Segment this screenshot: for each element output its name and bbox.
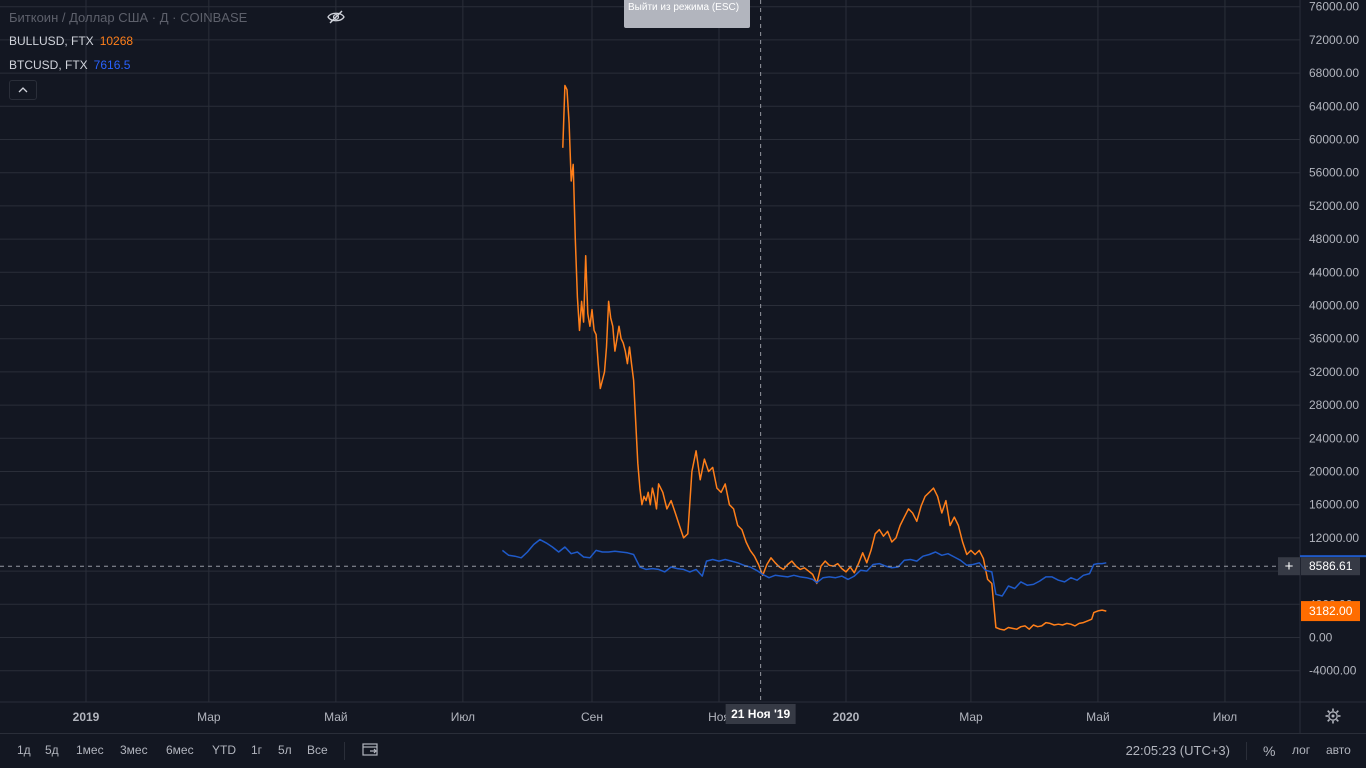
goto-date-icon[interactable] [362, 742, 380, 758]
x-tick-label: Июл [451, 710, 475, 724]
chevron-up-icon [18, 87, 28, 93]
bottom-toolbar: 1д 5д 1мес 3мес 6мес YTD 1г 5л Все 22:05… [0, 733, 1366, 768]
y-tick-label: 60000.00 [1309, 133, 1359, 147]
x-tick-label: Июл [1213, 710, 1237, 724]
x-tick-label: Сен [581, 710, 603, 724]
x-tick-label: Май [324, 710, 348, 724]
x-tick-label: Май [1086, 710, 1110, 724]
y-tick-label: 0.00 [1309, 631, 1333, 645]
crosshair [0, 0, 1300, 702]
y-tick-label: 76000.00 [1309, 0, 1359, 14]
y-tick-label: 44000.00 [1309, 265, 1359, 279]
price-chart[interactable]: 76000.00 72000.00 68000.00 64000.00 60000.00… [0, 0, 1366, 733]
clock-timezone[interactable]: 22:05:23 (UTC+3) [1125, 743, 1230, 758]
chart-title: Биткоин / Доллар США · Д · COINBASE [9, 10, 248, 25]
legend-collapse-button[interactable] [9, 80, 37, 100]
y-tick-label: 40000.00 [1309, 299, 1359, 313]
y-tick-label: 64000.00 [1309, 99, 1359, 113]
toolbar-separator [344, 742, 345, 760]
legend-btcusd-value: 7616.5 [93, 58, 131, 72]
y-tick-label: 16000.00 [1309, 498, 1359, 512]
x-tick-label: 2020 [833, 710, 860, 724]
time-axis: 2019 Мар Май Июл Сен Ноя 2020 Мар Май Июл 21 Ноя '… [73, 704, 1237, 724]
range-5y-button[interactable]: 5л [278, 743, 292, 757]
bullusd-last-price-label: 3182.00 [1309, 604, 1353, 618]
range-3m-button[interactable]: 3мес [120, 743, 148, 757]
y-tick-label: 32000.00 [1309, 365, 1359, 379]
range-1d-button[interactable]: 1д [17, 743, 31, 757]
toolbar-separator [1246, 742, 1247, 760]
crosshair-price-box [1301, 557, 1360, 576]
crosshair-plus-box [1278, 557, 1300, 576]
y-tick-label: 12000.00 [1309, 531, 1359, 545]
percent-scale-button[interactable]: % [1263, 743, 1276, 759]
y-tick-label: 20000.00 [1309, 465, 1359, 479]
range-5d-button[interactable]: 5д [45, 743, 59, 757]
price-axis: 76000.00 72000.00 68000.00 64000.00 60000.00… [1309, 0, 1359, 678]
range-1m-button[interactable]: 1мес [76, 743, 104, 757]
range-ytd-button[interactable]: YTD [212, 743, 236, 757]
y-tick-label: 48000.00 [1309, 232, 1359, 246]
bullusd-last-price-box [1301, 601, 1360, 622]
settings-gear-icon[interactable] [1325, 708, 1341, 724]
legend-bullusd-symbol: BULLUSD, FTX [9, 34, 94, 48]
legend-bullusd-value: 10268 [99, 34, 134, 48]
y-tick-label: 24000.00 [1309, 431, 1359, 445]
log-scale-button[interactable]: лог [1292, 743, 1311, 757]
series-line-bullusd [562, 84, 1107, 631]
range-6m-button[interactable]: 6мес [166, 743, 194, 757]
eye-hidden-icon[interactable] [327, 9, 345, 25]
crosshair-plus-icon: + [1285, 558, 1294, 575]
y-tick-label: -4000.00 [1309, 664, 1357, 678]
y-tick-label: 36000.00 [1309, 332, 1359, 346]
x-tick-label: Мар [959, 710, 983, 724]
y-tick-label: 52000.00 [1309, 199, 1359, 213]
exit-fullscreen-tooltip[interactable]: Выйти из режима (ESC) [624, 0, 750, 28]
chart-grid [0, 0, 1300, 702]
series-line-btcusd [501, 538, 1107, 597]
crosshair-price-label: 8586.61 [1309, 559, 1353, 573]
y-tick-label: 68000.00 [1309, 66, 1359, 80]
auto-scale-button[interactable]: авто [1326, 743, 1351, 757]
x-tick-label: 2019 [73, 710, 100, 724]
range-1y-button[interactable]: 1г [251, 743, 263, 757]
range-all-button[interactable]: Все [307, 743, 328, 757]
crosshair-date-label: 21 Ноя '19 [731, 707, 790, 721]
y-tick-label: 28000.00 [1309, 398, 1359, 412]
chart-series [501, 84, 1107, 631]
y-tick-label: 56000.00 [1309, 166, 1359, 180]
x-tick-label: Ноя [708, 710, 730, 724]
legend-bullusd[interactable]: BULLUSD, FTX 10268 [9, 34, 133, 48]
y-tick-label: 72000.00 [1309, 33, 1359, 47]
x-tick-label: Мар [197, 710, 221, 724]
crosshair-date-box [725, 704, 796, 724]
legend-btcusd-symbol: BTCUSD, FTX [9, 58, 88, 72]
btcusd-price-marker [1300, 555, 1366, 558]
price-labels: +8586.61 3182.00 [1278, 555, 1366, 622]
legend-btcusd[interactable]: BTCUSD, FTX 7616.5 [9, 58, 130, 72]
